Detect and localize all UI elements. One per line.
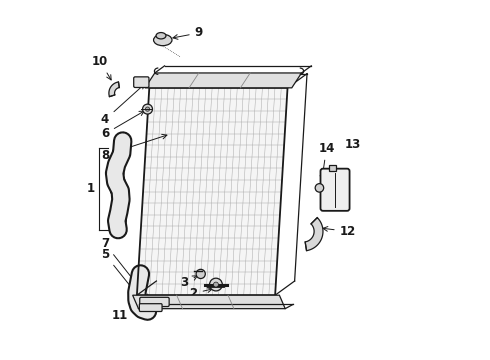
Text: 5: 5 xyxy=(101,248,145,305)
Circle shape xyxy=(315,184,324,192)
FancyBboxPatch shape xyxy=(320,168,349,211)
Circle shape xyxy=(210,278,222,291)
Circle shape xyxy=(143,104,152,114)
Circle shape xyxy=(214,282,219,287)
Text: 10: 10 xyxy=(92,55,111,80)
FancyBboxPatch shape xyxy=(134,77,149,87)
Polygon shape xyxy=(109,82,120,97)
Polygon shape xyxy=(305,217,323,251)
Polygon shape xyxy=(145,73,301,88)
Circle shape xyxy=(146,107,149,111)
Text: 3: 3 xyxy=(181,276,197,289)
Text: 6: 6 xyxy=(101,111,144,140)
FancyBboxPatch shape xyxy=(139,304,162,311)
Text: 7: 7 xyxy=(101,237,148,299)
FancyBboxPatch shape xyxy=(140,297,169,306)
Circle shape xyxy=(196,269,205,279)
Text: 9: 9 xyxy=(173,26,203,40)
Polygon shape xyxy=(137,88,288,295)
Text: 14: 14 xyxy=(318,141,335,180)
Text: 13: 13 xyxy=(345,138,361,151)
Polygon shape xyxy=(133,295,285,309)
Text: 2: 2 xyxy=(190,287,212,300)
Bar xyxy=(329,165,336,171)
Ellipse shape xyxy=(156,32,166,39)
Text: 1: 1 xyxy=(87,183,95,195)
Text: 12: 12 xyxy=(323,225,356,238)
Text: 4: 4 xyxy=(101,84,145,126)
Ellipse shape xyxy=(153,34,172,46)
Text: 8: 8 xyxy=(101,134,167,162)
Text: 11: 11 xyxy=(112,309,144,322)
